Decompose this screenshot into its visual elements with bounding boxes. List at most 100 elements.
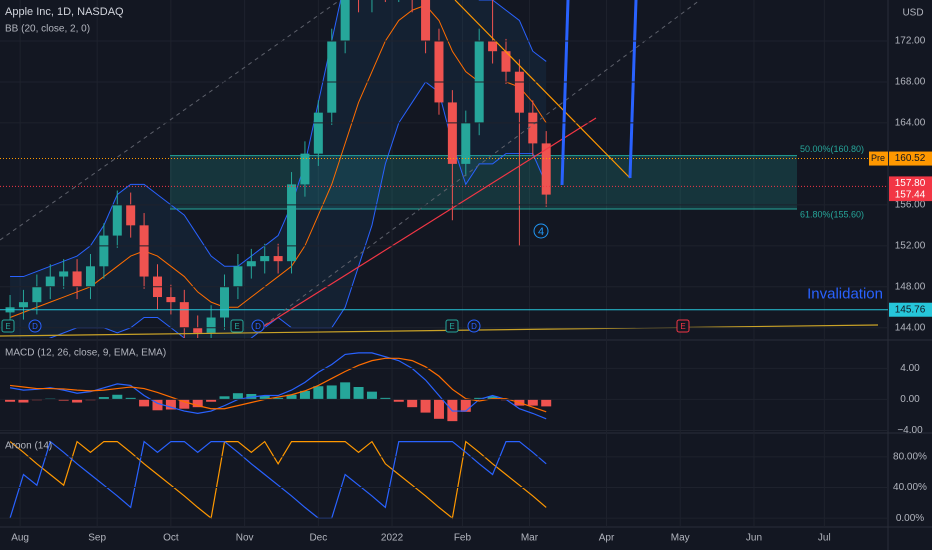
histogram-bar (165, 399, 176, 410)
histogram-bar (460, 399, 471, 412)
histogram-bar (433, 399, 444, 419)
y-tick-label: 172.00 (895, 36, 926, 47)
event-label: D (32, 322, 38, 331)
band-line (10, 0, 547, 278)
x-tick-label: Feb (454, 533, 472, 544)
price-label: 157.44 (895, 190, 926, 201)
histogram-bar (259, 395, 270, 400)
candle-body (260, 256, 270, 262)
histogram-bar (393, 399, 404, 402)
event-marker (676, 319, 690, 333)
histogram-bar (58, 399, 69, 401)
y-tick-label: 4.00 (900, 363, 920, 374)
histogram-bar (219, 396, 230, 400)
histogram-bar (206, 399, 217, 402)
y-tick-label: −4.00 (897, 425, 923, 436)
y-tick-label: 168.00 (895, 77, 926, 88)
candle-body (85, 266, 95, 287)
event-label: E (449, 322, 454, 331)
x-tick-label: Jul (818, 533, 831, 544)
candle-body (193, 327, 203, 333)
pre-tag: Pre (871, 153, 885, 163)
fib-zone (170, 155, 797, 209)
candle-body (340, 0, 350, 41)
histogram-bar (125, 397, 136, 400)
candle-body (327, 40, 337, 113)
y-tick-label: 156.00 (895, 199, 926, 210)
macd-pane (5, 352, 552, 422)
event-marker (467, 319, 481, 333)
macd-title: MACD (12, 26, close, 9, EMA, EMA) (5, 348, 166, 359)
aroon-line (9, 440, 547, 520)
histogram-bar (313, 386, 324, 400)
histogram-bar (5, 399, 16, 402)
trend-line (257, 117, 597, 331)
histogram-bar (179, 399, 190, 409)
histogram-bar (340, 382, 351, 400)
event-label: D (255, 322, 261, 331)
x-tick-label: Sep (88, 533, 106, 544)
aroon-pane (9, 440, 547, 520)
currency: USD (902, 8, 923, 19)
macd-line (9, 357, 547, 413)
histogram-bar (541, 399, 552, 407)
wave-circle (533, 223, 549, 239)
candle-body (206, 317, 216, 333)
histogram-bar (380, 397, 391, 400)
event-marker (1, 319, 15, 333)
price-box (889, 176, 932, 190)
candle-body (18, 302, 28, 308)
candle-body (273, 256, 283, 262)
y-tick-label: 164.00 (895, 118, 926, 129)
price-box (889, 188, 932, 202)
chart-title: Apple Inc, 1D, NASDAQ (5, 6, 124, 18)
candle-body (461, 122, 471, 164)
candle-body (421, 0, 431, 41)
fib-label: 61.80%(155.60) (800, 209, 864, 219)
x-tick-label: Nov (236, 533, 254, 544)
band-line (9, 4, 547, 318)
candle-body (434, 40, 444, 103)
event-marker (28, 319, 42, 333)
x-tick-label: Oct (163, 533, 179, 544)
price-box (889, 151, 932, 166)
candle-body (501, 51, 511, 72)
y-tick-label: 80.00% (893, 452, 927, 463)
x-tick-label: Apr (599, 533, 615, 544)
projection-line (560, 0, 570, 186)
histogram-bar (407, 399, 418, 408)
y-tick-label: 0.00 (900, 394, 920, 405)
y-tick-label: 144.00 (895, 322, 926, 333)
histogram-bar (474, 397, 485, 400)
price-pane: 50.00%(160.80) 61.80%(155.60) (0, 0, 888, 338)
pre-price-label: 160.52 (895, 153, 926, 164)
trend-line (0, 324, 879, 337)
histogram-bar (139, 399, 150, 407)
y-tick-label: 40.00% (893, 482, 927, 493)
event-marker (445, 319, 459, 333)
wave-label: 4 (538, 226, 544, 238)
histogram-bar (353, 387, 364, 400)
invalidation-text: Invalidation (807, 286, 883, 303)
pre-tag-box (869, 151, 888, 166)
x-tick-label: Dec (309, 533, 327, 544)
candle-body (514, 71, 524, 113)
candle-body (220, 286, 230, 318)
histogram-bar (299, 390, 310, 400)
channel-line (0, 0, 341, 241)
candle-body (287, 184, 297, 262)
candle-body (126, 204, 136, 226)
histogram-bar (18, 399, 29, 403)
x-tick-label: 2022 (381, 533, 404, 544)
labels: Apple Inc, 1D, NASDAQ BB (20, close, 2, … (0, 6, 932, 544)
candle-body (313, 112, 323, 154)
histogram-bar (273, 397, 284, 400)
x-tick-label: Aug (11, 533, 29, 544)
event-label: E (5, 322, 10, 331)
event-marker (251, 319, 265, 333)
candle-body (246, 261, 256, 267)
histogram-bar (326, 385, 337, 400)
event-label: E (234, 322, 239, 331)
